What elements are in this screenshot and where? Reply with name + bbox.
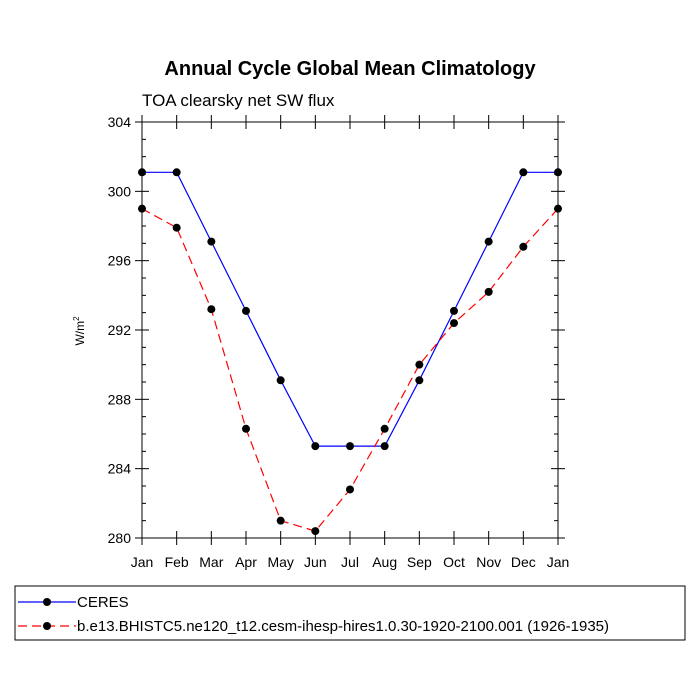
svg-text:W/m2: W/m2 (72, 316, 87, 346)
data-point (276, 376, 285, 385)
data-point (484, 287, 493, 296)
x-tick-label: Apr (235, 554, 257, 570)
series-layer (138, 168, 562, 536)
y-tick-label: 292 (108, 322, 132, 338)
y-tick-label: 296 (108, 253, 132, 269)
chart-subtitle: TOA clearsky net SW flux (142, 91, 335, 110)
y-tick-label: 304 (108, 114, 132, 130)
y-axis-label: W/m2 (72, 316, 87, 346)
data-point (519, 168, 528, 177)
data-point (415, 360, 424, 369)
x-tick-label: Jan (547, 554, 570, 570)
legend-box (14, 585, 686, 641)
x-tick-label: Jul (341, 554, 359, 570)
x-axis-ticks: Jan Feb Mar Apr May Jun Jul Aug Sep Oct Nov Dec Jan (131, 115, 570, 570)
y-tick-label: 280 (108, 530, 132, 546)
x-tick-label: Aug (372, 554, 397, 570)
chart-title: Annual Cycle Global Mean Climatology (164, 58, 536, 80)
data-point (519, 242, 528, 251)
data-point (415, 376, 424, 385)
data-point (346, 485, 354, 494)
data-point (172, 223, 181, 232)
y-tick-label: 284 (108, 461, 132, 477)
legend-label-0: CERES (77, 594, 129, 611)
x-tick-label: Feb (165, 554, 189, 570)
x-tick-label: Sep (407, 554, 432, 570)
legend-marker (43, 622, 51, 630)
legend: CERES b.e13.BHISTC5.ne120_t12.cesm-ihesp-… (14, 585, 686, 641)
data-point (484, 237, 493, 246)
y-tick-label: 300 (108, 183, 132, 199)
data-point (311, 442, 320, 451)
data-point (380, 442, 389, 451)
y-axis-label-text: W/m (73, 321, 87, 346)
x-tick-label: Nov (476, 554, 501, 570)
plot-frame (141, 121, 559, 539)
x-tick-label: Jun (304, 554, 327, 570)
data-point (276, 516, 285, 525)
y-axis-ticks: 280 284 288 292 296 300 304 (108, 114, 565, 546)
y-axis-label-superscript: 2 (72, 316, 81, 321)
data-point (450, 306, 458, 315)
x-tick-label: May (267, 554, 293, 570)
x-tick-label: Dec (511, 554, 536, 570)
data-point (346, 442, 354, 451)
data-point (207, 305, 216, 314)
x-tick-label: Jan (131, 554, 154, 570)
data-point (172, 168, 181, 177)
y-tick-label: 288 (108, 391, 132, 407)
data-point (242, 306, 250, 315)
series-line-0 (142, 171, 558, 447)
series-line-1 (141, 208, 559, 532)
legend-marker (43, 598, 51, 606)
legend-label-1: b.e13.BHISTC5.ne120_t12.cesm-ihesp-hires… (77, 618, 609, 635)
data-point (450, 319, 458, 328)
data-point (311, 527, 320, 536)
x-tick-label: Oct (443, 554, 465, 570)
x-tick-label: Mar (199, 554, 223, 570)
minor-ticks (142, 138, 558, 522)
data-point (242, 424, 250, 433)
data-point (207, 237, 216, 246)
data-point (380, 424, 389, 433)
